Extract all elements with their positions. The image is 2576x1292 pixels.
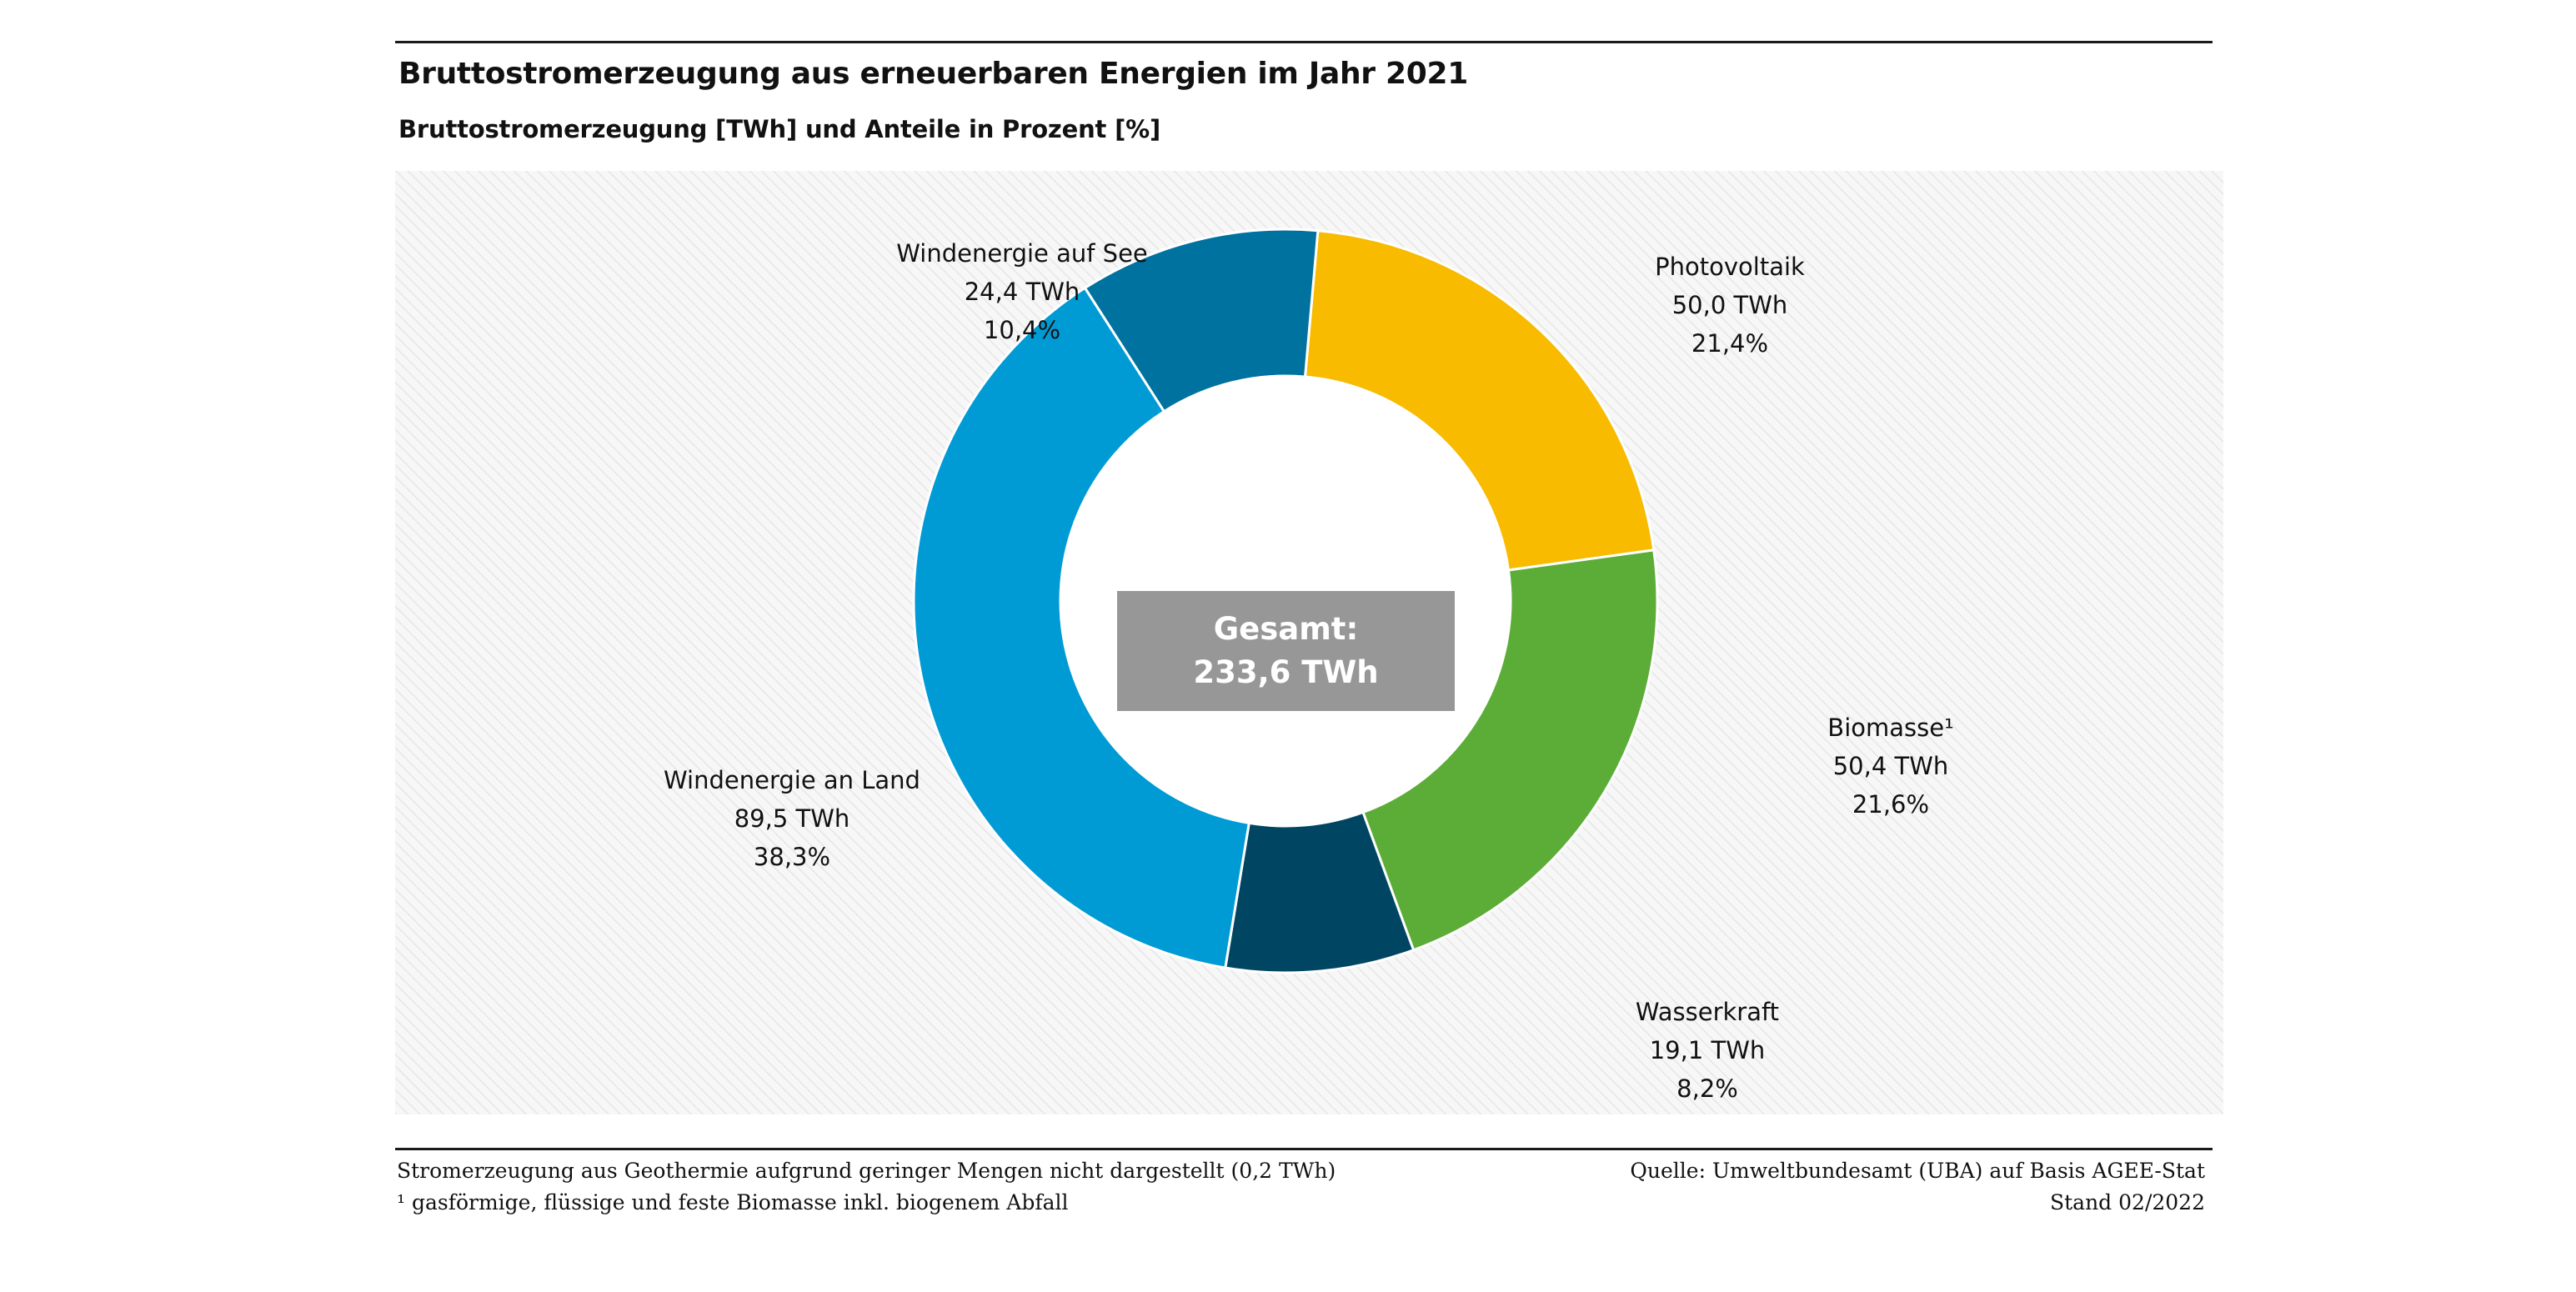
footnote-geothermie: Stromerzeugung aus Geothermie aufgrund g…	[397, 1159, 1336, 1183]
total-box: Gesamt: 233,6 TWh	[1117, 591, 1455, 711]
label-wasserkraft-name: Wasserkraft	[1635, 998, 1780, 1026]
bottom-rule	[395, 1148, 2213, 1150]
top-rule	[395, 41, 2213, 43]
total-label: Gesamt:	[1213, 611, 1359, 647]
footnote-biomasse: ¹ gasförmige, flüssige und feste Biomass…	[397, 1190, 1069, 1214]
label-biomasse-share: 21,6%	[1852, 790, 1930, 819]
source-text: Quelle: Umweltbundesamt (UBA) auf Basis …	[1630, 1159, 2205, 1183]
label-wind-see-name: Windenergie auf See	[896, 239, 1148, 268]
label-wind-land: Windenergie an Land 89,5 TWh 38,3%	[617, 761, 967, 876]
label-photovoltaik-share: 21,4%	[1691, 329, 1769, 358]
label-wasserkraft: Wasserkraft 19,1 TWh 8,2%	[1532, 993, 1882, 1108]
label-wind-see: Windenergie auf See 24,4 TWh 10,4%	[847, 234, 1197, 349]
label-photovoltaik-value: 50,0 TWh	[1671, 291, 1788, 319]
label-wind-land-value: 89,5 TWh	[734, 804, 850, 833]
source-info: Quelle: Umweltbundesamt (UBA) auf Basis …	[1630, 1155, 2205, 1219]
footnotes: Stromerzeugung aus Geothermie aufgrund g…	[397, 1155, 1336, 1219]
chart-subtitle: Bruttostromerzeugung [TWh] und Anteile i…	[398, 115, 1161, 143]
label-biomasse: Biomasse¹ 50,4 TWh 21,6%	[1716, 709, 2066, 824]
label-wind-see-value: 24,4 TWh	[964, 278, 1080, 306]
chart-area: Gesamt: 233,6 TWh Photovoltaik 50,0 TWh …	[395, 171, 2223, 1114]
label-wind-land-name: Windenergie an Land	[664, 766, 920, 794]
label-wind-see-share: 10,4%	[983, 316, 1061, 344]
label-biomasse-name: Biomasse¹	[1827, 714, 1954, 742]
label-photovoltaik-name: Photovoltaik	[1655, 253, 1805, 281]
label-wind-land-share: 38,3%	[753, 843, 831, 871]
date-text: Stand 02/2022	[2050, 1190, 2205, 1214]
label-biomasse-value: 50,4 TWh	[1832, 752, 1949, 780]
donut-chart	[395, 171, 2223, 1114]
label-photovoltaik: Photovoltaik 50,0 TWh 21,4%	[1555, 248, 1905, 363]
label-wasserkraft-value: 19,1 TWh	[1649, 1036, 1766, 1064]
label-wasserkraft-share: 8,2%	[1676, 1074, 1738, 1103]
total-value: 233,6 TWh	[1193, 654, 1379, 690]
chart-title: Bruttostromerzeugung aus erneuerbaren En…	[398, 57, 1468, 91]
